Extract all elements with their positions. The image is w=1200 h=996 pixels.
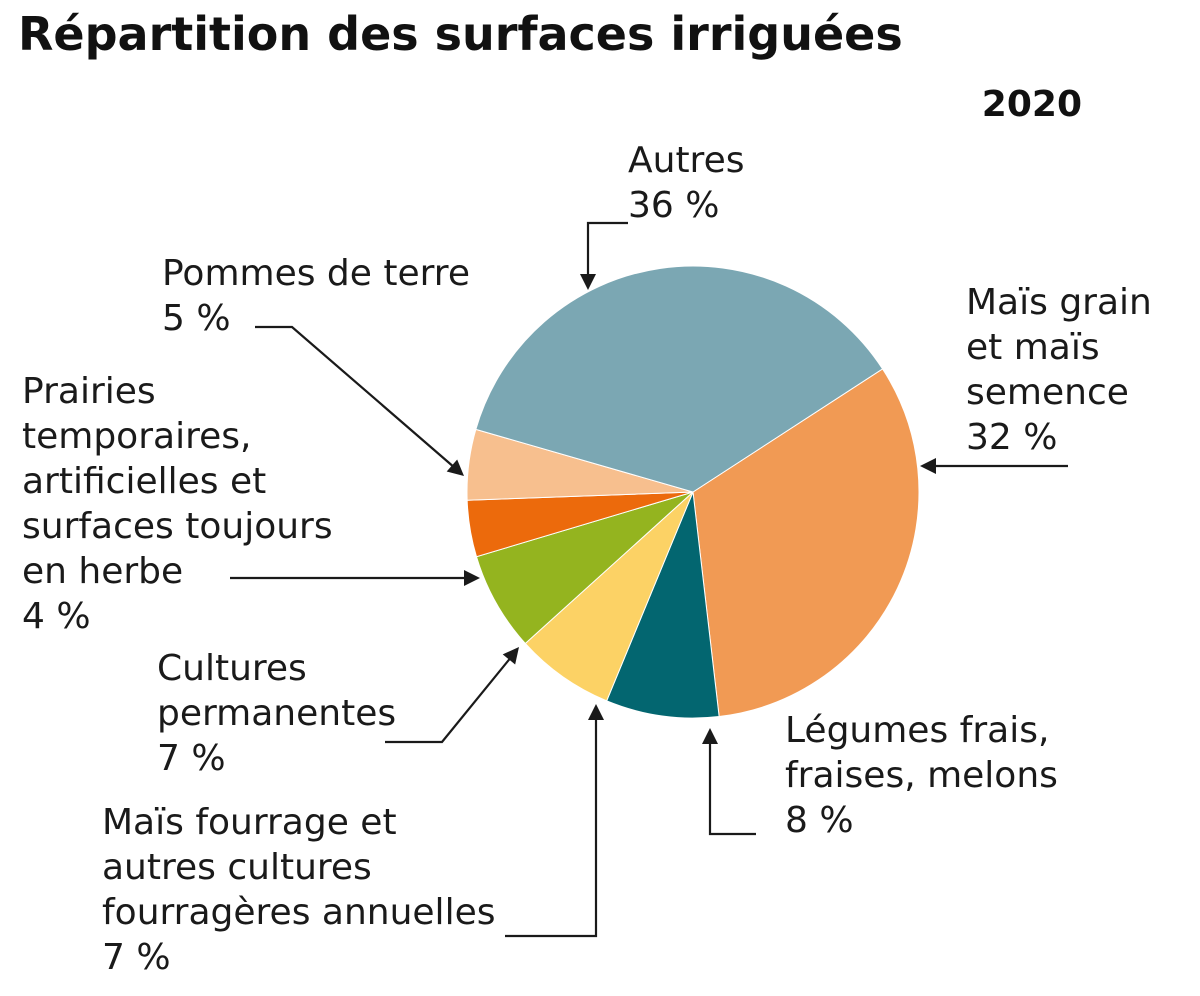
- slice-label: Prairies temporaires, artificielles et surf…: [22, 371, 333, 637]
- leader-line: [586, 221, 628, 278]
- slice-value-label: 32 %: [966, 417, 1057, 458]
- slice-label-line: fraises, melons: [785, 755, 1058, 796]
- leader-line: [708, 740, 756, 836]
- slice-label-line: permanentes: [157, 693, 396, 734]
- slice-label-line: autres cultures: [102, 847, 372, 888]
- arrow-head: [464, 570, 480, 586]
- slice-label: Maïs grain et maïs semence 32 %: [966, 282, 1152, 458]
- pie-slice: [475, 491, 694, 645]
- arrow-head: [920, 458, 936, 474]
- slice-label-line: Maïs fourrage et: [102, 802, 397, 843]
- slice-value-label: 7 %: [157, 738, 226, 779]
- slice-label-line: en herbe: [22, 551, 183, 592]
- slice-label: Autres 36 %: [628, 140, 744, 226]
- leader-line: [505, 716, 598, 938]
- slice-label-line: semence: [966, 372, 1129, 413]
- arrow-head: [588, 704, 604, 720]
- pie-slices: [466, 265, 920, 719]
- leader-lines: [230, 221, 1068, 938]
- arrow-head: [446, 459, 464, 476]
- slice-label-line: Pommes de terre: [162, 253, 470, 294]
- slice-label-line: Autres: [628, 140, 744, 181]
- slice-label-line: artificielles et: [22, 461, 266, 502]
- chart-title: Répartition des surfaces irriguées: [18, 7, 903, 61]
- slice-label-line: et maïs: [966, 327, 1100, 368]
- slice-value-label: 36 %: [628, 185, 719, 226]
- arrow-head: [502, 647, 519, 665]
- slice-label-line: Légumes frais,: [785, 710, 1049, 751]
- slice-value-label: 5 %: [162, 298, 231, 339]
- slice-value-label: 8 %: [785, 800, 854, 841]
- slice-label-line: surfaces toujours: [22, 506, 333, 547]
- slice-label-line: Maïs grain: [966, 282, 1152, 323]
- slice-label-line: Cultures: [157, 648, 307, 689]
- slice-label-line: temporaires,: [22, 416, 251, 457]
- pie-slice: [475, 265, 884, 493]
- slice-value-label: 7 %: [102, 937, 171, 978]
- slice-label: Légumes frais, fraises, melons 8 %: [785, 710, 1058, 841]
- arrow-head: [702, 728, 718, 744]
- slice-labels: Autres 36 % Maïs grain et maïs semence 32 % Lé…: [22, 140, 1152, 978]
- slice-label: Pommes de terre 5 %: [162, 253, 470, 339]
- pie-slice: [606, 490, 720, 719]
- slice-label: Cultures permanentes 7 %: [157, 648, 396, 779]
- arrow-head: [580, 274, 596, 290]
- chart-year: 2020: [982, 84, 1082, 125]
- slice-label-line: Prairies: [22, 371, 156, 412]
- slice-value-label: 4 %: [22, 596, 91, 637]
- slice-label: Maïs fourrage et autres cultures fourragèr…: [102, 802, 495, 978]
- leader-line: [385, 655, 513, 744]
- slice-label-line: fourragères annuelles: [102, 892, 495, 933]
- leader-line: [255, 325, 456, 469]
- pie-slice: [524, 491, 694, 702]
